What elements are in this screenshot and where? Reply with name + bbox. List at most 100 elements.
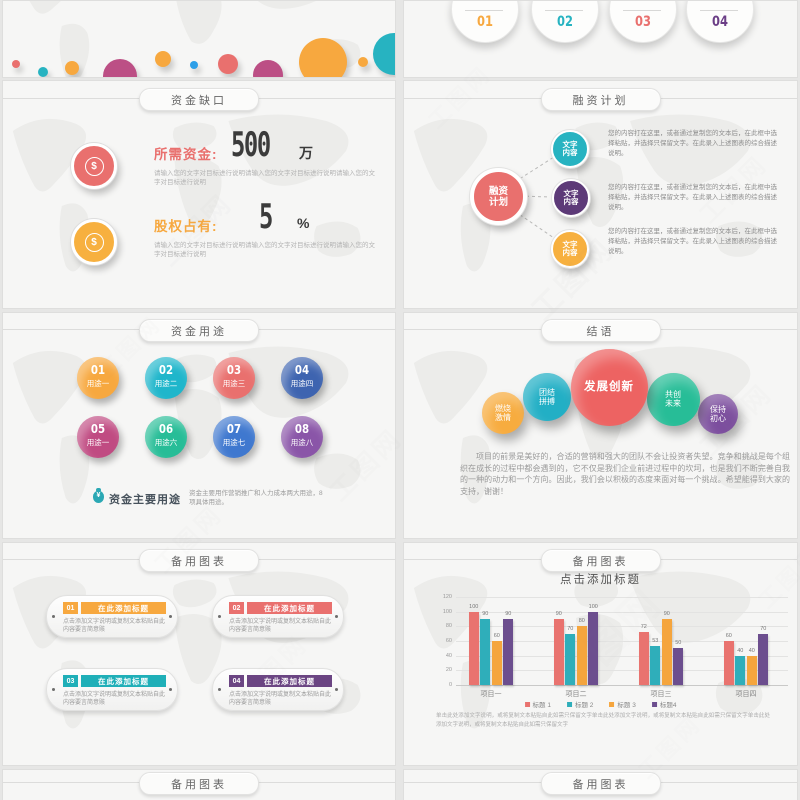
divider: [545, 10, 583, 11]
grid-line: [456, 655, 788, 657]
usage-label: 用途七: [222, 438, 246, 447]
decor-dot: [358, 57, 368, 67]
divider: [623, 10, 661, 11]
usage-circle: 05 用途一: [77, 416, 119, 458]
decor-dot: [155, 51, 171, 67]
section-header: 备用图表: [139, 772, 259, 795]
bar-value-label: 80: [578, 618, 585, 625]
agenda-slide[interactable]: 01 02 03 04: [403, 0, 798, 78]
decor-dot: [38, 67, 48, 77]
funding-desc: 请输入您的文字对目标进行说明请输入您的文字对目标进行说明请输入您的文字对目标进行…: [154, 170, 375, 186]
currency-glyph: $: [84, 156, 104, 176]
funding-value: 5: [259, 197, 273, 237]
usage-label: 用途二: [154, 379, 178, 388]
card-title-bar: 在此添加标题: [247, 602, 332, 614]
intro-slide[interactable]: [2, 0, 396, 78]
card-number-badge: 04: [229, 675, 244, 687]
funding-gap-slide[interactable]: 资金缺口 $ 所需资金: 500 万请输入您的文字对目标进行说明请输入您的文字对目标进…: [2, 80, 396, 309]
card-desc: 点击添加文字说明或复制文本粘贴自此内容要言简意赅: [229, 619, 332, 633]
world-map: [12, 346, 361, 504]
financing-node-circle: 文字 内容: [551, 130, 589, 168]
conclusion-bubble: 燃烧 激情: [482, 392, 524, 434]
screw-dot: [52, 615, 55, 618]
x-tick-label: 项目四: [735, 691, 757, 698]
backup-chart-slide[interactable]: 备用图表 点击添加标题 单击此处添加文字说明，或将复制文本粘贴自此如需只保留文字…: [403, 542, 798, 766]
currency-glyph: $: [84, 232, 104, 252]
usage-circle: 07 用途七: [213, 416, 255, 458]
usage-circle: 08 用途八: [281, 416, 323, 458]
backup-card: 04 在此添加标题 点击添加文字说明或复制文本粘贴自此内容要言简意赅: [212, 668, 344, 711]
money-bag-icon: ¥: [93, 488, 104, 503]
bar-value-label: 60: [725, 633, 732, 639]
backup-extra-left-slide[interactable]: 备用图表: [2, 769, 396, 800]
usage-number: 01: [90, 363, 106, 377]
bar: [650, 646, 661, 685]
screw-dot: [52, 688, 55, 691]
bar-value-label: 90: [505, 611, 512, 617]
conclusion-slide[interactable]: 结语 项目的前景是美好的，合适的营销和强大的团队不会让投资者失望。竞争和挑战是每…: [403, 312, 798, 539]
card-number-badge: 03: [63, 675, 78, 687]
coin-icon: $: [71, 219, 117, 265]
agenda-number: 01: [477, 14, 493, 30]
legend-swatch: [524, 701, 530, 707]
dollar-coin-icon: $: [71, 143, 117, 189]
screw-dot: [218, 688, 221, 691]
backup-cards-slide[interactable]: 备用图表 01 在此添加标题 点击添加文字说明或复制文本粘贴自此内容要言简意赅 02 在…: [2, 542, 396, 766]
backup-extra-right-slide[interactable]: 备用图表: [403, 769, 798, 800]
x-tick-label: 项目一: [480, 691, 502, 698]
agenda-circle: 01: [451, 1, 519, 43]
chart-title: 点击添加标题: [560, 574, 641, 586]
fund-usage-footer-desc: 资金主要用作营销推广和人力成本两大用途，8项具体用途。: [189, 490, 323, 506]
usage-label: 用途一: [86, 438, 110, 447]
x-tick-label: 项目三: [650, 691, 672, 698]
backup-card: 02 在此添加标题点击添加文字说明或复制文本粘贴自此内容要言简意赅: [212, 595, 344, 638]
bar-value-label: 50: [675, 640, 682, 647]
bar: [723, 641, 734, 685]
usage-circle: 01 用途一: [77, 357, 119, 399]
bar: [735, 655, 746, 685]
usage-number: 06: [158, 422, 174, 436]
bar-value-label: 60: [493, 633, 500, 639]
financing-node-circle: 文字 内容: [552, 179, 590, 217]
chart-caption: 单击此处添加文字说明，或将复制文本粘贴自此如需只保留文字单击此处添加文字说明，或…: [436, 713, 770, 728]
agenda-circle: 02: [531, 1, 599, 43]
section-header: 备用图表: [540, 772, 661, 795]
usage-label: 用途八: [290, 438, 314, 447]
grid-line: [456, 611, 788, 613]
usage-label: 用途六: [154, 438, 178, 447]
funding-label: 股权占有:: [154, 219, 218, 234]
bar: [673, 648, 684, 685]
bar-value-label: 70: [567, 625, 574, 632]
bar-value-label: 100: [588, 603, 598, 610]
financing-center-circle: 融资 计划: [470, 168, 527, 225]
y-tick-label: 120: [442, 594, 452, 600]
backup-card: 01 在此添加标题 点击添加文字说明或复制文本粘贴自此内容要言简意赅: [46, 595, 178, 638]
legend-item: 标题 3: [609, 699, 636, 709]
bar-value-label: 90: [482, 611, 489, 617]
financing-plan-slide[interactable]: 融资计划 融资 计划 文字 内容 您的内容打在这里，或者通过复制您的文本后，在此框中…: [403, 80, 798, 309]
usage-number: 02: [158, 363, 174, 377]
legend-swatch: [651, 701, 657, 707]
usage-number: 08: [294, 422, 310, 436]
funding-value: 500: [231, 125, 271, 165]
y-tick-label: 100: [442, 608, 452, 615]
bar: [503, 619, 514, 685]
y-tick-label: 80: [445, 623, 452, 630]
legend-swatch: [609, 701, 615, 707]
decor-dot: [12, 60, 20, 68]
section-header: 资金用途: [139, 319, 259, 342]
grid-line: [456, 597, 788, 598]
y-tick-label: 60: [445, 638, 452, 644]
grid-line: [456, 641, 788, 642]
bar-value-label: 40: [748, 647, 755, 654]
fund-usage-slide[interactable]: 资金用途 ¥ 资金主要用途 资金主要用作营销推广和人力成本两大用途，8项具体用途…: [2, 312, 396, 539]
y-tick-label: 0: [448, 682, 452, 688]
decor-dot: [253, 60, 283, 77]
card-title-bar: 在此添加标题: [81, 675, 166, 687]
bar-value-label: 90: [555, 611, 562, 617]
yen-glyph: ¥: [96, 492, 101, 499]
bar: [638, 632, 649, 685]
usage-number: 05: [90, 422, 106, 436]
card-number-badge: 02: [229, 602, 244, 614]
bar: [553, 619, 564, 685]
